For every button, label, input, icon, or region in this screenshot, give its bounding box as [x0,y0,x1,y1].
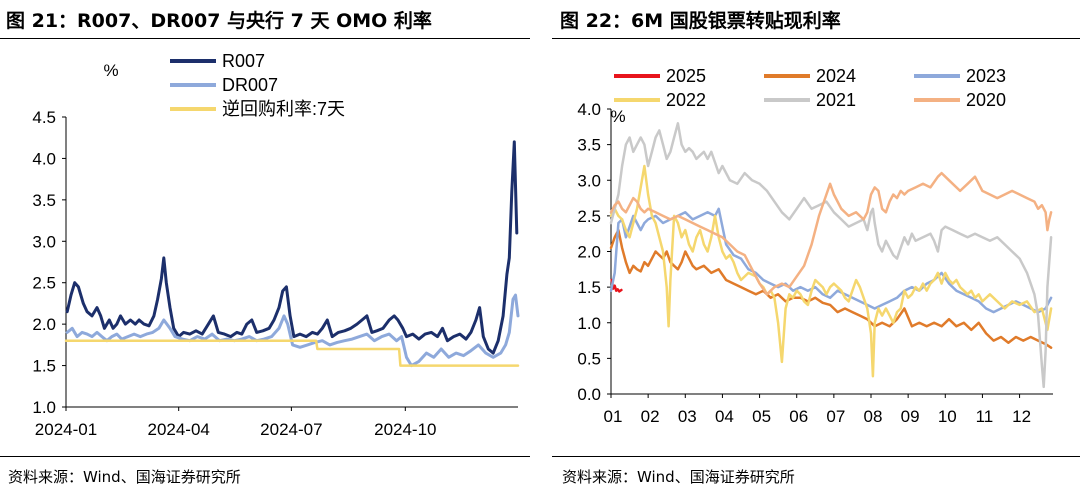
x-tick-label: 2024-10 [374,420,436,439]
left-source-text: 资料来源：Wind、国海证券研究所 [8,468,241,486]
left-source-rule [0,456,530,457]
legend-label-r007: R007 [222,51,265,71]
y-tick-label: 2.5 [32,274,56,293]
y-axis-unit-label: % [103,61,118,80]
right-source-text: 资料来源：Wind、国海证券研究所 [562,468,795,486]
x-tick-label: 01 [604,407,623,426]
legend-label-2022: 2022 [666,90,706,110]
legend-label-2024: 2024 [816,66,856,86]
legend-label-2020: 2020 [966,90,1006,110]
y-tick-label: 2.5 [577,207,601,226]
series-line-2021 [609,122,1053,389]
right-chart-title: 图 22：6M 国股银票转贴现利率 [560,10,841,32]
series-line-2024 [609,228,1053,349]
x-tick-label: 2024-01 [35,420,97,439]
series-line-dr007 [65,293,520,368]
y-tick-label: 1.0 [32,398,56,417]
y-tick-label: 0.5 [577,349,601,368]
legend-label-2023: 2023 [966,66,1006,86]
series-line-r007 [65,140,519,355]
x-tick-label: 03 [678,407,697,426]
y-tick-label: 3.0 [577,171,601,190]
y-tick-label: 4.0 [32,149,56,168]
y-tick-label: 3.5 [32,191,56,210]
x-tick-label: 08 [864,407,883,426]
x-tick-label: 02 [641,407,660,426]
legend-label-dr007: DR007 [222,75,278,95]
series-line-7 [64,339,520,367]
y-tick-label: 3.0 [32,232,56,251]
legend-label-2025: 2025 [666,66,706,86]
y-axis-unit-label: % [610,107,625,126]
y-tick-label: 0.0 [577,385,601,404]
left-title-rule [0,38,530,39]
left-chart-title: 图 21：R007、DR007 与央行 7 天 OMO 利率 [6,10,432,32]
x-tick-label: 04 [715,407,734,426]
x-tick-label: 2024-04 [147,420,209,439]
x-tick-label: 12 [1012,407,1031,426]
legend-label-2021: 2021 [816,90,856,110]
x-tick-label: 2024-07 [260,420,322,439]
y-tick-label: 4.0 [577,100,601,119]
y-tick-label: 4.5 [32,108,56,127]
y-tick-label: 2.0 [577,243,601,262]
y-tick-label: 1.5 [32,357,56,376]
x-tick-label: 09 [901,407,920,426]
series-line-2025 [610,278,623,293]
y-tick-label: 1.5 [577,278,601,297]
x-tick-label: 05 [752,407,771,426]
x-tick-label: 06 [789,407,808,426]
series-line-2022 [609,164,1053,378]
x-tick-label: 11 [976,407,994,426]
x-tick-label: 07 [826,407,845,426]
series-line-2020 [609,171,1053,296]
legend-label-7: 逆回购利率:7天 [222,99,345,119]
y-tick-label: 3.5 [577,136,601,155]
right-title-rule [552,38,1080,39]
right-source-rule [552,456,1080,457]
y-tick-label: 2.0 [32,315,56,334]
x-tick-label: 10 [938,407,957,426]
y-tick-label: 1.0 [577,314,601,333]
